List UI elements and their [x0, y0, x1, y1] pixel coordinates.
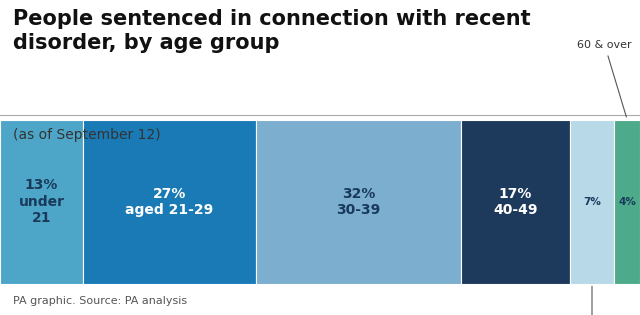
Text: 13%
under
21: 13% under 21: [19, 178, 65, 225]
Text: (as of September 12): (as of September 12): [13, 128, 161, 141]
Bar: [461, 120, 570, 284]
Text: People sentenced in connection with recent
disorder, by age group: People sentenced in connection with rece…: [13, 9, 531, 53]
Text: 17%
40-49: 17% 40-49: [493, 186, 538, 217]
Text: 50-59: 50-59: [576, 286, 608, 315]
Text: 32%
30-39: 32% 30-39: [336, 186, 381, 217]
Text: PA graphic. Source: PA analysis: PA graphic. Source: PA analysis: [13, 295, 187, 306]
Text: 27%
aged 21-29: 27% aged 21-29: [125, 186, 214, 217]
Bar: [0, 120, 83, 284]
Text: 7%: 7%: [583, 197, 601, 207]
Bar: [570, 120, 614, 284]
Bar: [256, 120, 461, 284]
Bar: [83, 120, 256, 284]
Bar: [614, 120, 640, 284]
Text: 4%: 4%: [618, 197, 636, 207]
Text: 60 & over: 60 & over: [577, 40, 632, 117]
